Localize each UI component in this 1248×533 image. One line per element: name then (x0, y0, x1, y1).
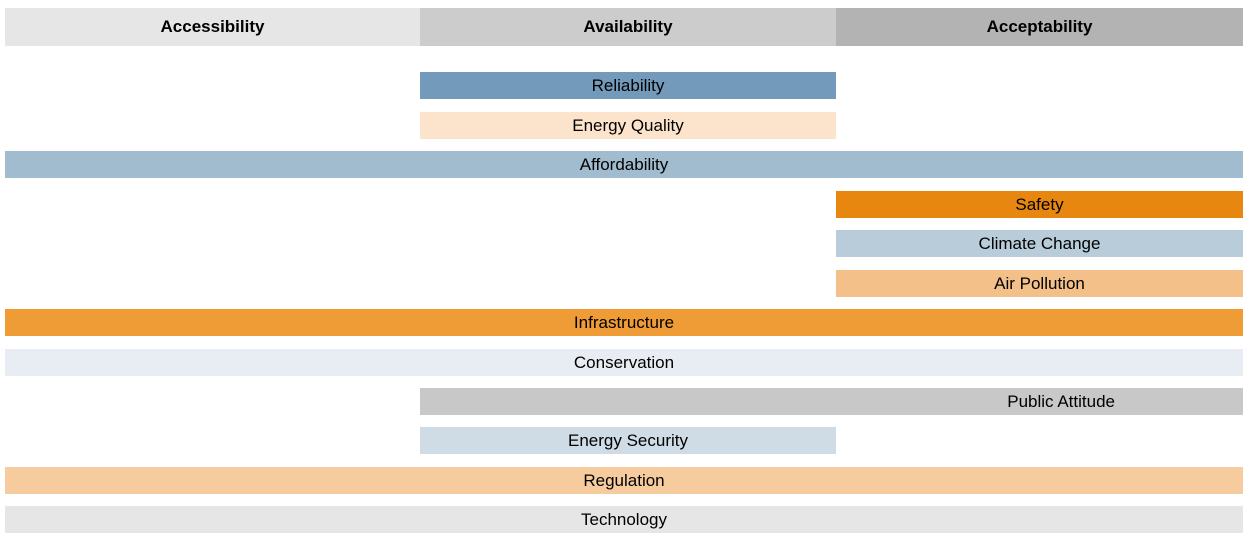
column-header: Acceptability (836, 8, 1243, 46)
bar: Safety (836, 191, 1243, 218)
column-header: Accessibility (5, 8, 420, 46)
bar: Conservation (5, 349, 1243, 376)
bar: Affordability (5, 151, 1243, 178)
bar: Climate Change (836, 230, 1243, 257)
bar: Air Pollution (836, 270, 1243, 297)
bar: Public Attitude (420, 388, 1243, 415)
column-header: Availability (420, 8, 836, 46)
bar: Energy Security (420, 427, 836, 454)
bar: Regulation (5, 467, 1243, 494)
bar: Infrastructure (5, 309, 1243, 336)
bar: Technology (5, 506, 1243, 533)
bar: Reliability (420, 72, 836, 99)
bar: Energy Quality (420, 112, 836, 139)
